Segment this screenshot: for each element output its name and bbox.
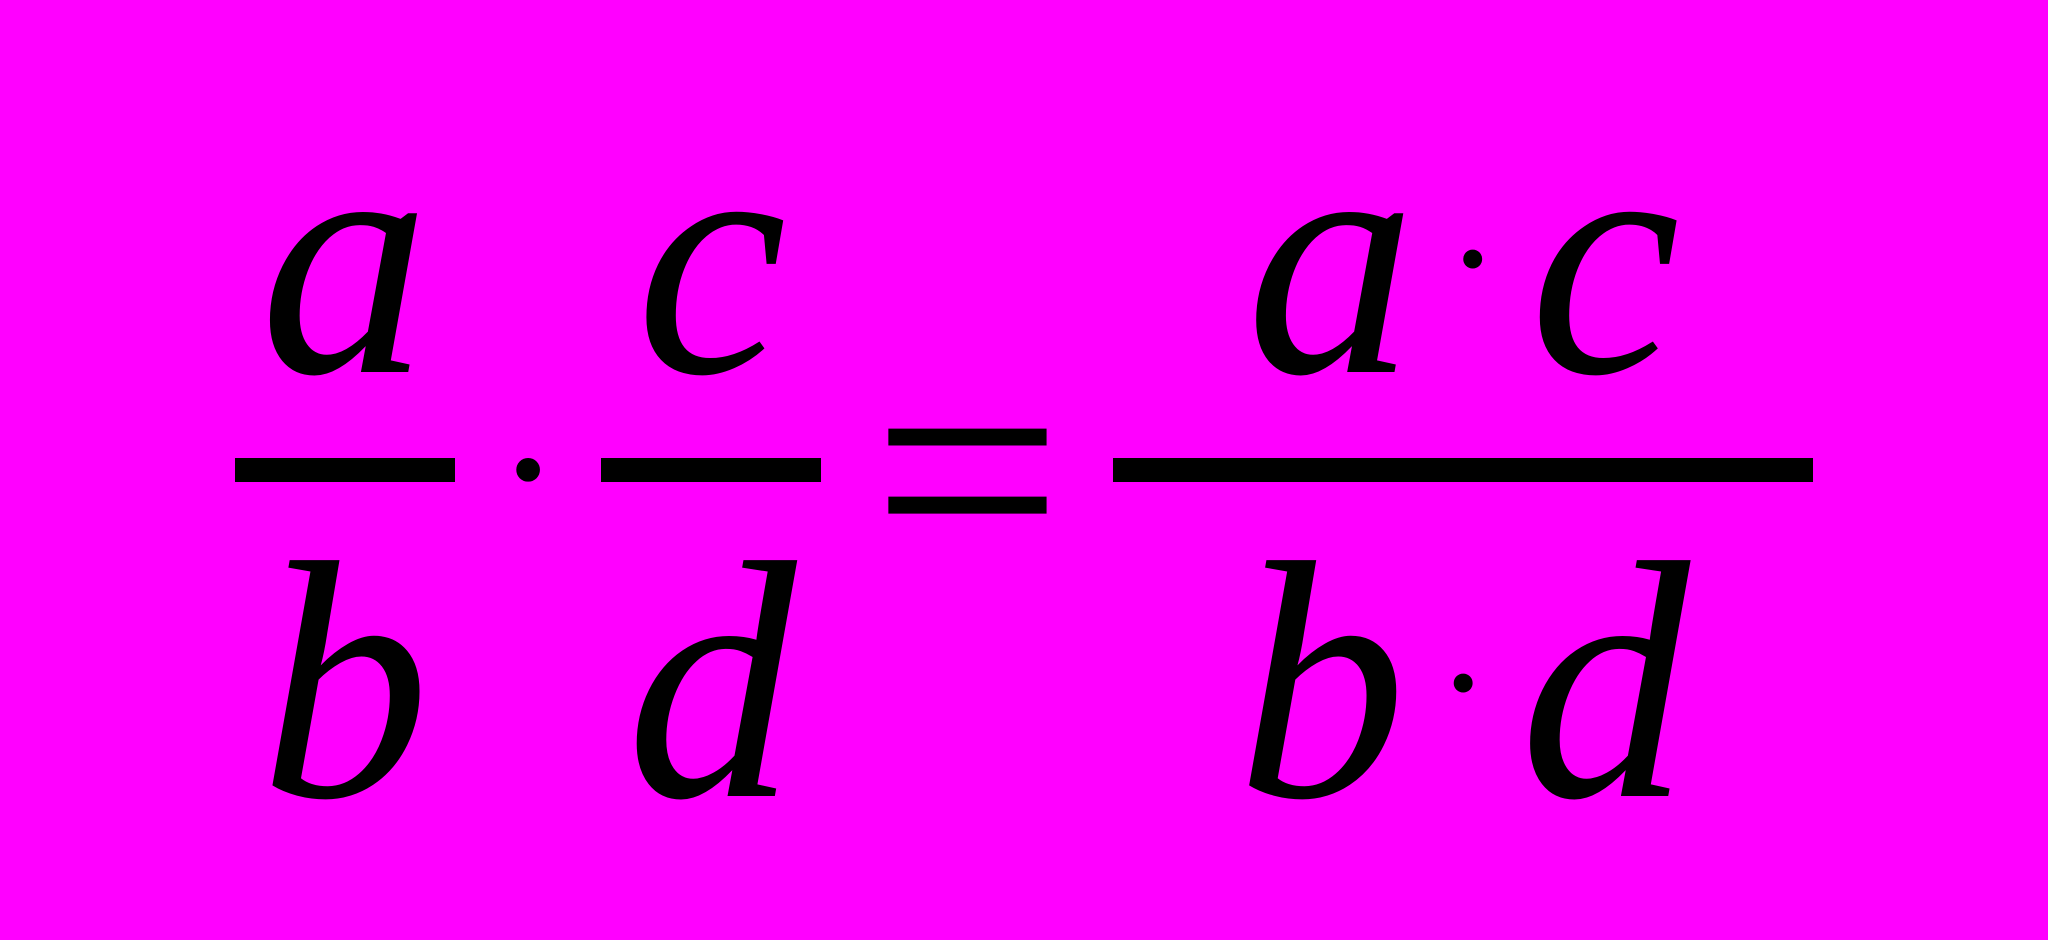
- var-c: c: [1529, 88, 1680, 428]
- fraction-bar: [1113, 458, 1813, 482]
- denominator-bd: b · d: [1217, 482, 1710, 882]
- var-d: d: [1520, 512, 1690, 852]
- fraction-multiplication-equation: a b · c d = a · c b · d: [235, 58, 1813, 882]
- inner-dot-icon: ·: [1416, 178, 1529, 338]
- numerator-c: c: [616, 58, 807, 458]
- numerator-a: a: [240, 58, 450, 458]
- numerator-ac: a · c: [1226, 58, 1700, 458]
- equals-sign: =: [821, 300, 1113, 640]
- fraction-bar: [601, 458, 821, 482]
- fraction-ac-over-bd: a · c b · d: [1113, 58, 1813, 882]
- var-b: b: [1237, 512, 1407, 852]
- fraction-a-over-b: a b: [235, 58, 455, 882]
- denominator-b: b: [240, 482, 450, 882]
- fraction-bar: [235, 458, 455, 482]
- fraction-c-over-d: c d: [601, 58, 821, 882]
- var-a: a: [1246, 88, 1416, 428]
- multiplication-dot: ·: [455, 370, 602, 570]
- inner-dot-icon: ·: [1407, 602, 1520, 762]
- denominator-d: d: [606, 482, 816, 882]
